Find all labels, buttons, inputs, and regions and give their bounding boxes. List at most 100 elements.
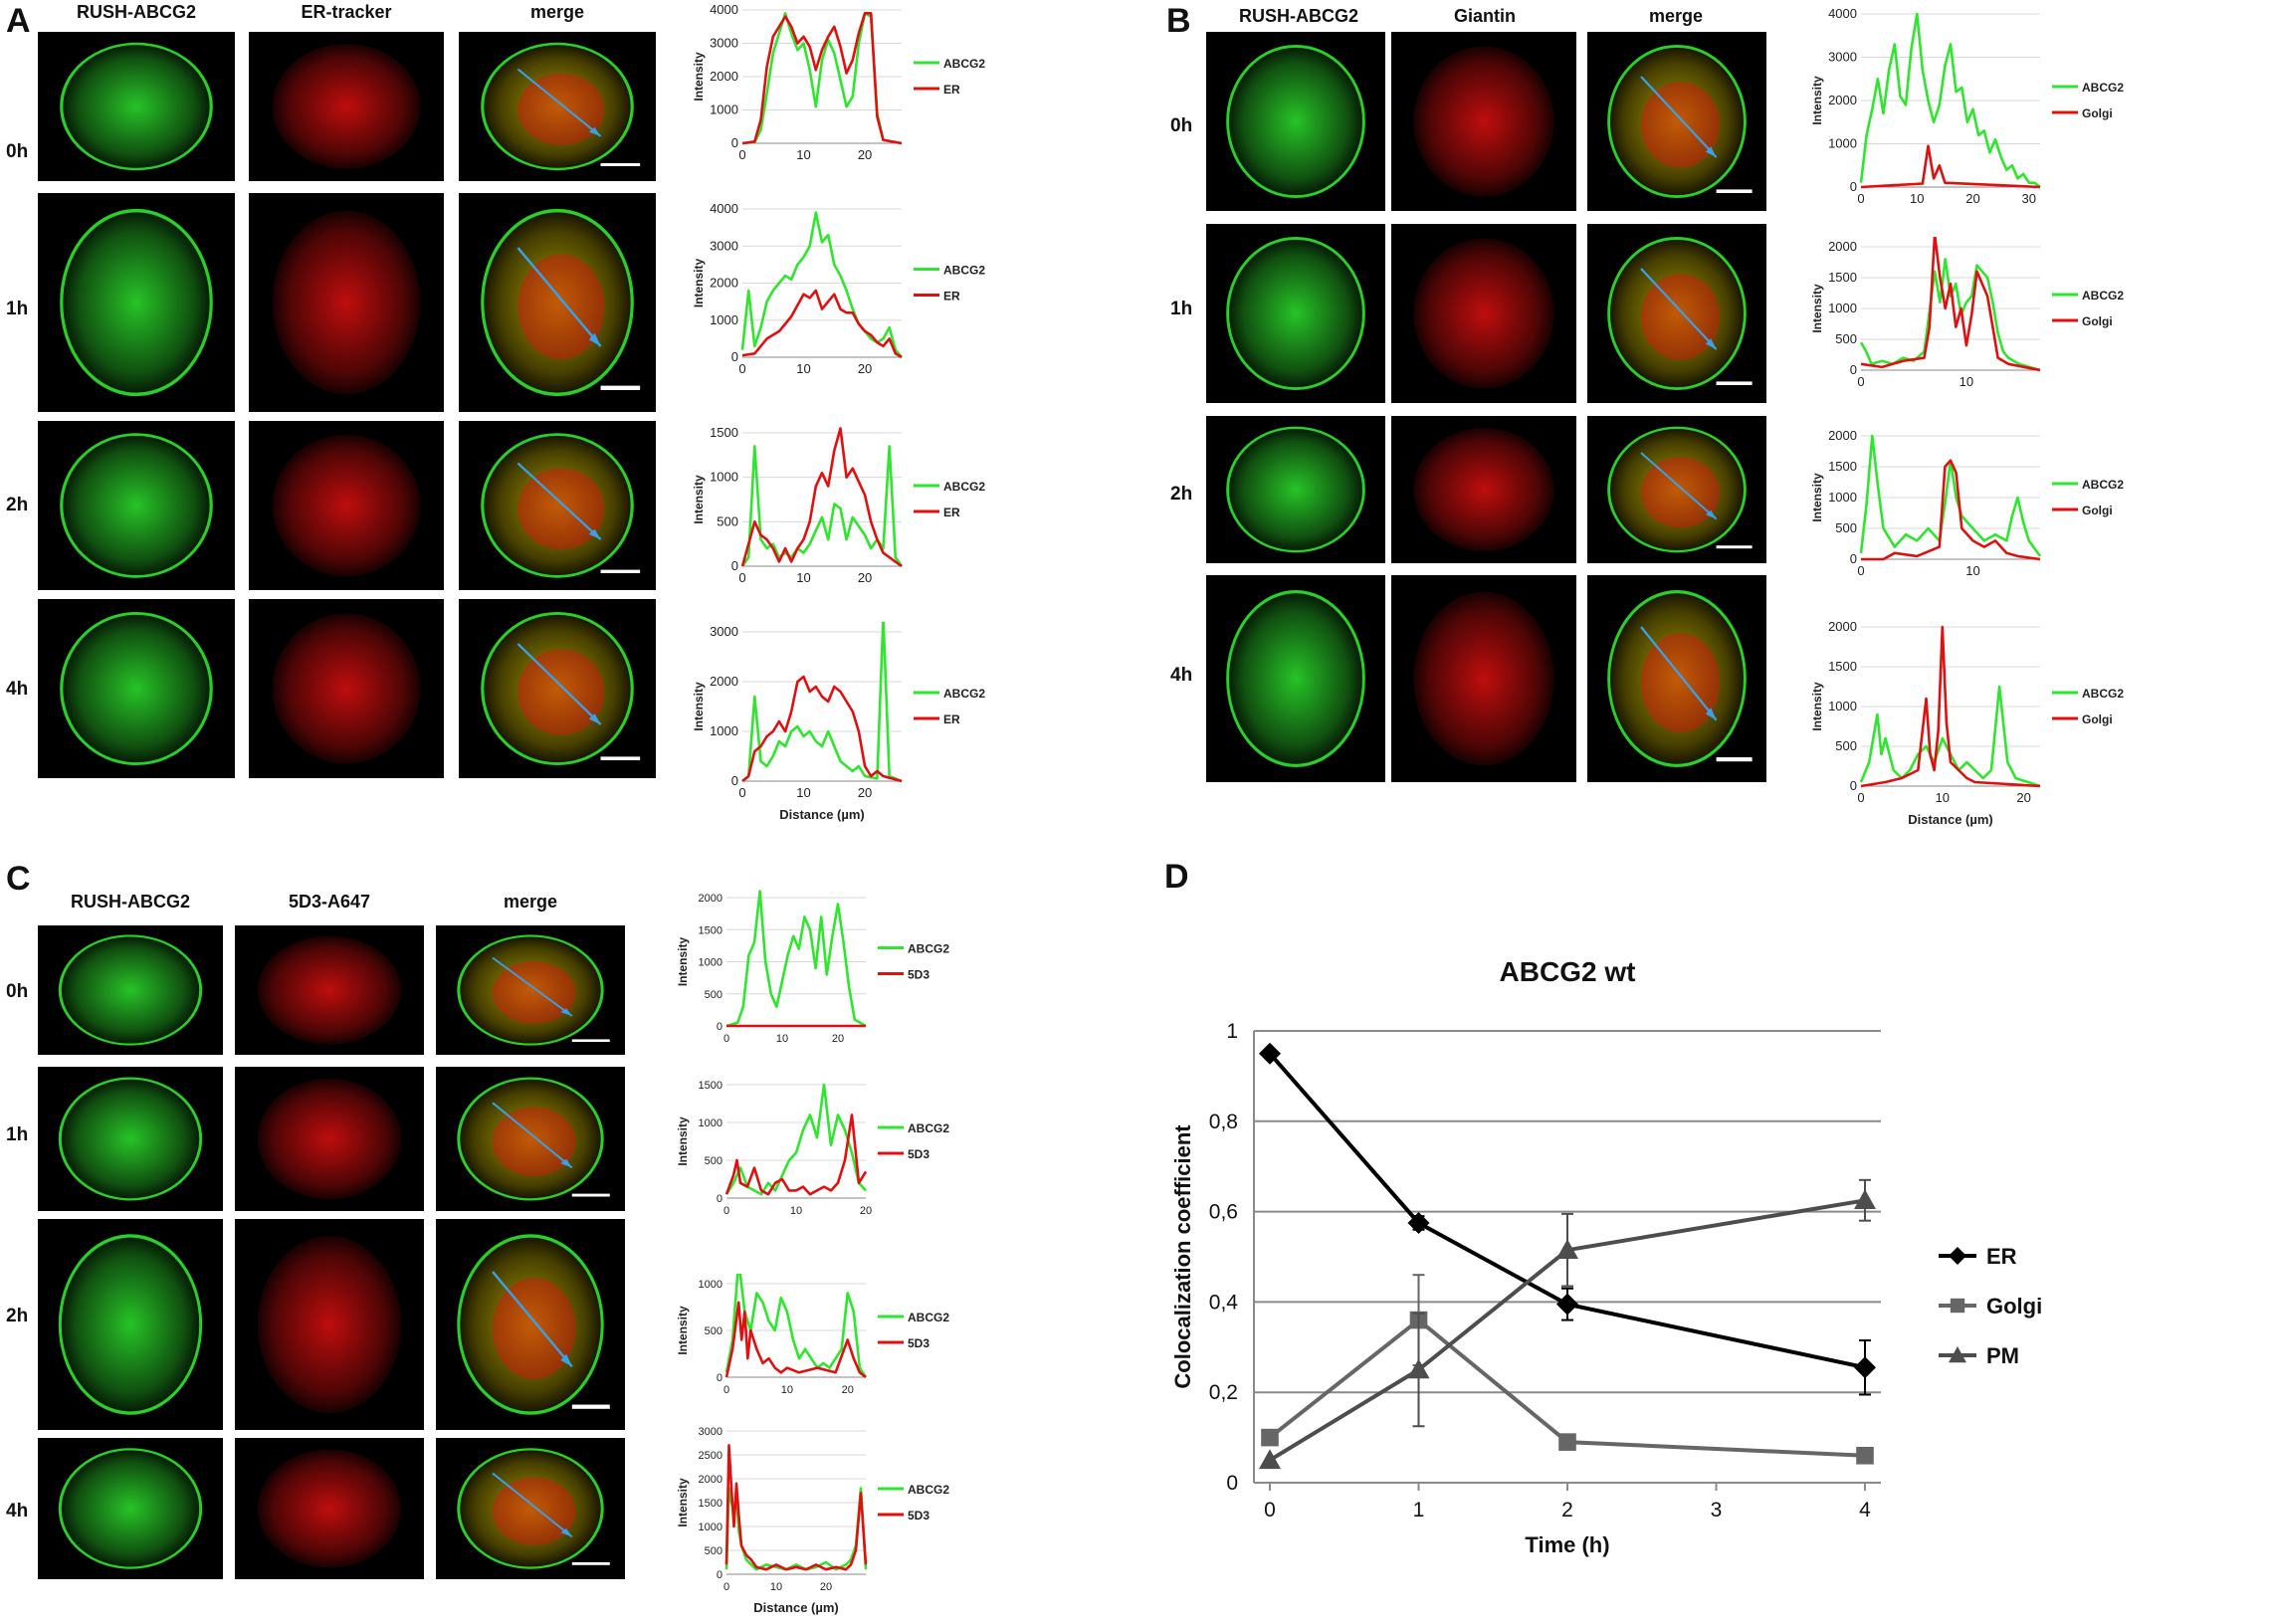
legend-label-5d3: 5D3 bbox=[908, 1509, 929, 1522]
micrograph-b-marker-2h bbox=[1391, 416, 1576, 563]
micrograph-b-marker-1h bbox=[1391, 224, 1576, 403]
panel-label-c: C bbox=[6, 860, 31, 898]
x-tick-label: 20 bbox=[858, 785, 872, 800]
x-tick-label: 0 bbox=[723, 1205, 729, 1217]
data-point-pm bbox=[1259, 1449, 1281, 1470]
profile-chart-b-0h: 0 1000 2000 3000 4000 0 10 20 30 Intensity ABCG2 Go… bbox=[1810, 6, 2124, 206]
x-tick-label: 10 bbox=[1910, 191, 1924, 206]
x-tick-label: 0 bbox=[723, 1033, 729, 1045]
legend-marker-er bbox=[1949, 1247, 1966, 1265]
y-tick-label: 500 bbox=[705, 989, 723, 1001]
profile-chart-c-1h: 0 500 1000 1500 0 10 20 Intensity ABCG2 5D3 bbox=[676, 1080, 949, 1217]
x-tick-label: 10 bbox=[770, 1581, 782, 1593]
legend-label-abcg2: ABCG2 bbox=[908, 1483, 949, 1497]
x-tick-label: 2 bbox=[1561, 1499, 1573, 1522]
y-tick-label: 1000 bbox=[710, 723, 738, 738]
y-axis-label: Intensity bbox=[692, 52, 706, 102]
y-tick-label: 4000 bbox=[710, 2, 738, 17]
y-tick-label: 3000 bbox=[699, 1426, 723, 1438]
x-tick-label: 10 bbox=[1965, 563, 1979, 578]
data-point-er bbox=[1556, 1293, 1578, 1316]
x-tick-label: 10 bbox=[781, 1384, 793, 1396]
y-tick-label: 0 bbox=[1850, 179, 1857, 194]
data-point-pm bbox=[1556, 1239, 1578, 1259]
legend-label-golgi: Golgi bbox=[1986, 1294, 2042, 1319]
micrograph-c-merge-0h bbox=[436, 925, 625, 1055]
data-point-golgi bbox=[1856, 1446, 1874, 1465]
y-tick-label: 2500 bbox=[699, 1450, 723, 1462]
series-line-abcg2 bbox=[1859, 12, 2041, 189]
micrograph-c-abcg2-4h bbox=[38, 1438, 223, 1579]
x-tick-label: 10 bbox=[796, 147, 810, 162]
panel-label-b: B bbox=[1166, 2, 1191, 40]
y-tick-label: 1500 bbox=[710, 425, 738, 440]
panel-a-col-title-3: merge bbox=[529, 2, 585, 22]
panel-label-d: D bbox=[1164, 858, 1189, 896]
x-tick-label: 0 bbox=[738, 147, 745, 162]
data-point-er bbox=[1259, 1042, 1281, 1065]
legend-label-abcg2: ABCG2 bbox=[2082, 289, 2124, 303]
x-tick-label: 10 bbox=[796, 361, 810, 376]
y-tick-label: 500 bbox=[1835, 738, 1857, 753]
y-tick-label: 4000 bbox=[710, 201, 738, 216]
panel-a-row-label-2h: 2h bbox=[6, 495, 29, 515]
micrograph-b-merge-4h bbox=[1587, 575, 1766, 782]
legend-label-golgi: Golgi bbox=[2082, 106, 2113, 120]
panel-a-row-label-4h: 4h bbox=[6, 679, 29, 700]
panel-b-row-label-4h: 4h bbox=[1170, 665, 1193, 686]
series-line-abcg2 bbox=[725, 890, 867, 1028]
series-line-golgi bbox=[1860, 625, 2041, 788]
micrograph-b-merge-1h bbox=[1587, 224, 1766, 403]
x-tick-label: 30 bbox=[2022, 191, 2036, 206]
series-line-golgi bbox=[1861, 459, 2041, 561]
legend-label-5d3: 5D3 bbox=[908, 968, 929, 982]
x-tick-label: 0 bbox=[723, 1581, 729, 1593]
legend-label-er: ER bbox=[943, 506, 960, 519]
panel-c-row-label-4h: 4h bbox=[6, 1501, 29, 1522]
y-tick-label: 4000 bbox=[1828, 6, 1857, 21]
panel-c-col-title-1: RUSH-ABCG2 bbox=[70, 892, 190, 912]
series-line-er bbox=[740, 427, 903, 568]
y-tick-label: 0 bbox=[731, 773, 738, 788]
x-tick-label: 20 bbox=[858, 147, 872, 162]
x-tick-label: 0 bbox=[738, 785, 745, 800]
legend-label-golgi: Golgi bbox=[2082, 314, 2113, 328]
y-tick-label: 2000 bbox=[699, 1474, 723, 1486]
y-tick-label: 1000 bbox=[710, 470, 738, 485]
legend-label-er: ER bbox=[1986, 1244, 2017, 1269]
y-tick-label: 2000 bbox=[699, 893, 723, 905]
y-axis-label: Intensity bbox=[1810, 76, 1824, 125]
y-tick-label: 1500 bbox=[699, 1080, 723, 1092]
y-tick-label: 0 bbox=[731, 558, 738, 573]
x-tick-label: 10 bbox=[1960, 374, 1973, 389]
x-axis-label: Distance (µm) bbox=[753, 1600, 839, 1615]
panel-b-col-title-3: merge bbox=[1648, 6, 1704, 26]
x-tick-label: 0 bbox=[1264, 1499, 1276, 1522]
micrograph-a-abcg2-0h bbox=[38, 32, 235, 181]
y-tick-label: 500 bbox=[1835, 520, 1857, 535]
y-tick-label: 500 bbox=[717, 513, 738, 528]
y-tick-label: 3000 bbox=[710, 238, 738, 253]
micrograph-a-marker-4h bbox=[249, 599, 444, 778]
y-tick-label: 0 bbox=[717, 1569, 723, 1581]
y-tick-label: 2000 bbox=[1828, 428, 1857, 443]
series-line-abcg2 bbox=[741, 622, 903, 783]
profile-chart-a-1h: 0 1000 2000 3000 4000 0 10 20 Intensity ABCG2 ER bbox=[692, 201, 985, 376]
y-tick-label: 2000 bbox=[1828, 93, 1857, 107]
panel-b-col-title-1: RUSH-ABCG2 bbox=[1238, 6, 1358, 26]
y-axis-label: Intensity bbox=[676, 1116, 690, 1166]
series-line-pm bbox=[1268, 1198, 1866, 1463]
series-line-abcg2 bbox=[724, 1083, 867, 1196]
profile-chart-c-2h: 0 500 1000 0 10 20 Intensity ABCG2 5D3 bbox=[676, 1274, 949, 1396]
series-line-abcg2 bbox=[1859, 685, 2041, 788]
micrograph-b-abcg2-1h bbox=[1206, 224, 1385, 403]
series-line-5d3 bbox=[724, 1301, 867, 1379]
x-tick-label: 0 bbox=[738, 570, 745, 585]
x-axis-label: Distance (µm) bbox=[779, 807, 865, 822]
legend-label-abcg2: ABCG2 bbox=[2082, 81, 2124, 95]
micrograph-a-merge-4h bbox=[459, 599, 656, 778]
x-tick-label: 20 bbox=[858, 361, 872, 376]
y-tick-label: 500 bbox=[705, 1545, 723, 1557]
x-tick-label: 10 bbox=[796, 570, 810, 585]
y-tick-label: 0 bbox=[717, 1372, 723, 1384]
